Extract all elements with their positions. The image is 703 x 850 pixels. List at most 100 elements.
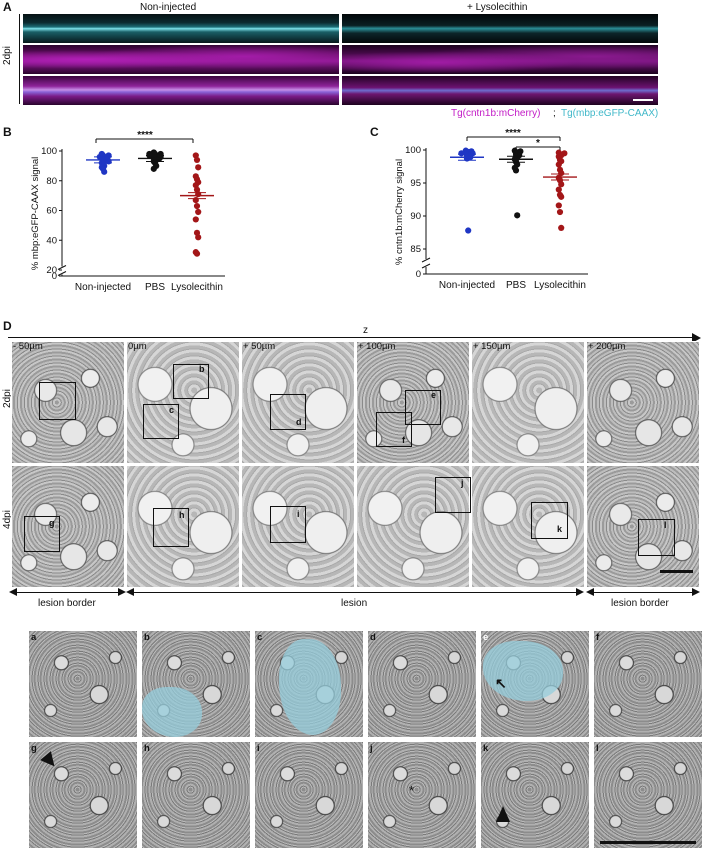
x-category-label: Lysolecithin: [534, 280, 586, 291]
panel-a-col-left: Non-injected: [140, 2, 197, 13]
panel-c-label: C: [370, 125, 379, 139]
z-pos-plus50: + 50µm: [243, 341, 276, 352]
x-category-label: PBS: [506, 280, 526, 291]
z-axis-line: [8, 337, 696, 339]
myelin-highlight-b: [142, 687, 202, 737]
axis-break-mark: [57, 271, 67, 276]
data-point: [556, 208, 564, 216]
y-tick-label: 0: [416, 269, 421, 280]
region-right-arrow: [590, 592, 694, 594]
y-tick-label: 40: [46, 235, 57, 246]
y-tick-label: 90: [410, 211, 421, 222]
image-a-cyan-noninjected: [23, 14, 339, 43]
x-category-label: Non-injected: [439, 280, 495, 291]
data-point: [555, 186, 562, 193]
x-category-label: PBS: [145, 282, 165, 293]
region-mid-label: lesion: [341, 598, 368, 609]
inset-box-e: [405, 390, 441, 425]
data-point: [558, 224, 565, 231]
region-mid-arrow: [130, 592, 578, 594]
inset-box-i: [270, 506, 306, 543]
panel-a-label: A: [3, 0, 12, 14]
region-left-arrow: [12, 592, 122, 594]
inset-box-k: [531, 502, 568, 539]
region-left-arrowhead-r: [118, 588, 126, 596]
arrowhead-icon: [496, 806, 510, 822]
myelin-highlight-c: [279, 639, 341, 735]
inset-label-i: i: [297, 509, 300, 519]
closeup-l: [593, 741, 703, 849]
panel-a-row-bracket: [19, 14, 20, 104]
asterisk-mark: *: [409, 783, 415, 798]
panel-a-row-label: 2dpi: [1, 46, 13, 65]
z-pos-plus200: + 200µm: [588, 341, 626, 352]
inset-label-c: c: [169, 405, 175, 415]
data-point: [458, 150, 465, 157]
inset-label-j: j: [461, 478, 464, 488]
region-right-arrowhead-r: [692, 588, 700, 596]
em-4dpi-plus50: [241, 465, 355, 588]
significance-label: ****: [137, 130, 153, 141]
inset-label-g: g: [49, 518, 55, 528]
em-4dpi-0: [126, 465, 240, 588]
image-a-magenta-noninjected: [23, 45, 339, 74]
image-a-cyan-lysolecithin: [342, 14, 658, 43]
axis-break-mark: [421, 263, 431, 269]
x-category-label: Non-injected: [75, 282, 131, 293]
inset-box-c: [143, 404, 179, 439]
em-4dpi-plus150: [471, 465, 585, 588]
em-2dpi-minus50: [11, 341, 125, 464]
closeup-label-h: h: [144, 743, 150, 754]
closeup-d: [367, 630, 477, 738]
inset-label-h: h: [179, 510, 185, 520]
legend-cyan: Tg(mbp:eGFP-CAAX): [561, 108, 659, 119]
inset-box-a: [39, 382, 76, 420]
closeup-label-j: j: [370, 743, 373, 754]
data-point: [512, 167, 520, 174]
em-2dpi-plus150: [471, 341, 585, 464]
closeup-k: [480, 741, 590, 849]
inset-label-e: e: [431, 390, 437, 400]
closeup-label-e: e: [483, 632, 489, 643]
significance-label: *: [536, 138, 540, 149]
data-point: [558, 181, 565, 188]
y-tick-label: 95: [410, 178, 421, 189]
z-pos-plus150: + 150µm: [473, 341, 511, 352]
y-tick-label: 100: [41, 146, 57, 157]
em-4dpi-plus100: [356, 465, 470, 588]
closeup-c: [254, 630, 364, 738]
em-4dpi-plus200: [586, 465, 700, 588]
closeup-f: [593, 630, 703, 738]
arrowhead-icon: [40, 751, 60, 771]
scale-bar-a: [633, 99, 653, 101]
y-tick-label: 100: [405, 145, 421, 156]
data-point: [555, 161, 562, 168]
data-point: [101, 168, 108, 175]
em-2dpi-plus200: [586, 341, 700, 464]
chart-c: 0 85 90 95 100 Non-injected PBS Lysolecithin % c…: [394, 128, 588, 291]
inset-box-h: [153, 508, 189, 547]
inset-box-j: [435, 477, 471, 513]
z-axis-label: z: [363, 325, 368, 336]
region-right-label: lesion border: [611, 598, 669, 609]
z-pos-minus50: - 50µm: [13, 341, 43, 352]
z-pos-plus100: + 100µm: [358, 341, 396, 352]
significance-label: ****: [505, 128, 521, 139]
axis-break-mark: [421, 257, 431, 263]
region-left-label: lesion border: [38, 598, 96, 609]
em-2dpi-0: [126, 341, 240, 464]
panel-b-label: B: [3, 125, 12, 139]
closeup-label-f: f: [596, 632, 600, 643]
y-tick-label: 20: [46, 265, 57, 276]
em-2dpi-plus100: [356, 341, 470, 464]
data-point: [192, 216, 199, 223]
closeup-label-l: l: [596, 743, 599, 754]
closeup-label-k: k: [483, 743, 489, 754]
inset-label-d: d: [296, 417, 302, 427]
inset-label-b: b: [199, 364, 205, 374]
region-right-arrowhead-l: [586, 588, 594, 596]
data-point: [514, 212, 521, 219]
scale-bar-closeup: [600, 841, 696, 844]
closeup-a: [28, 630, 138, 738]
scale-bar-d: [660, 570, 693, 573]
